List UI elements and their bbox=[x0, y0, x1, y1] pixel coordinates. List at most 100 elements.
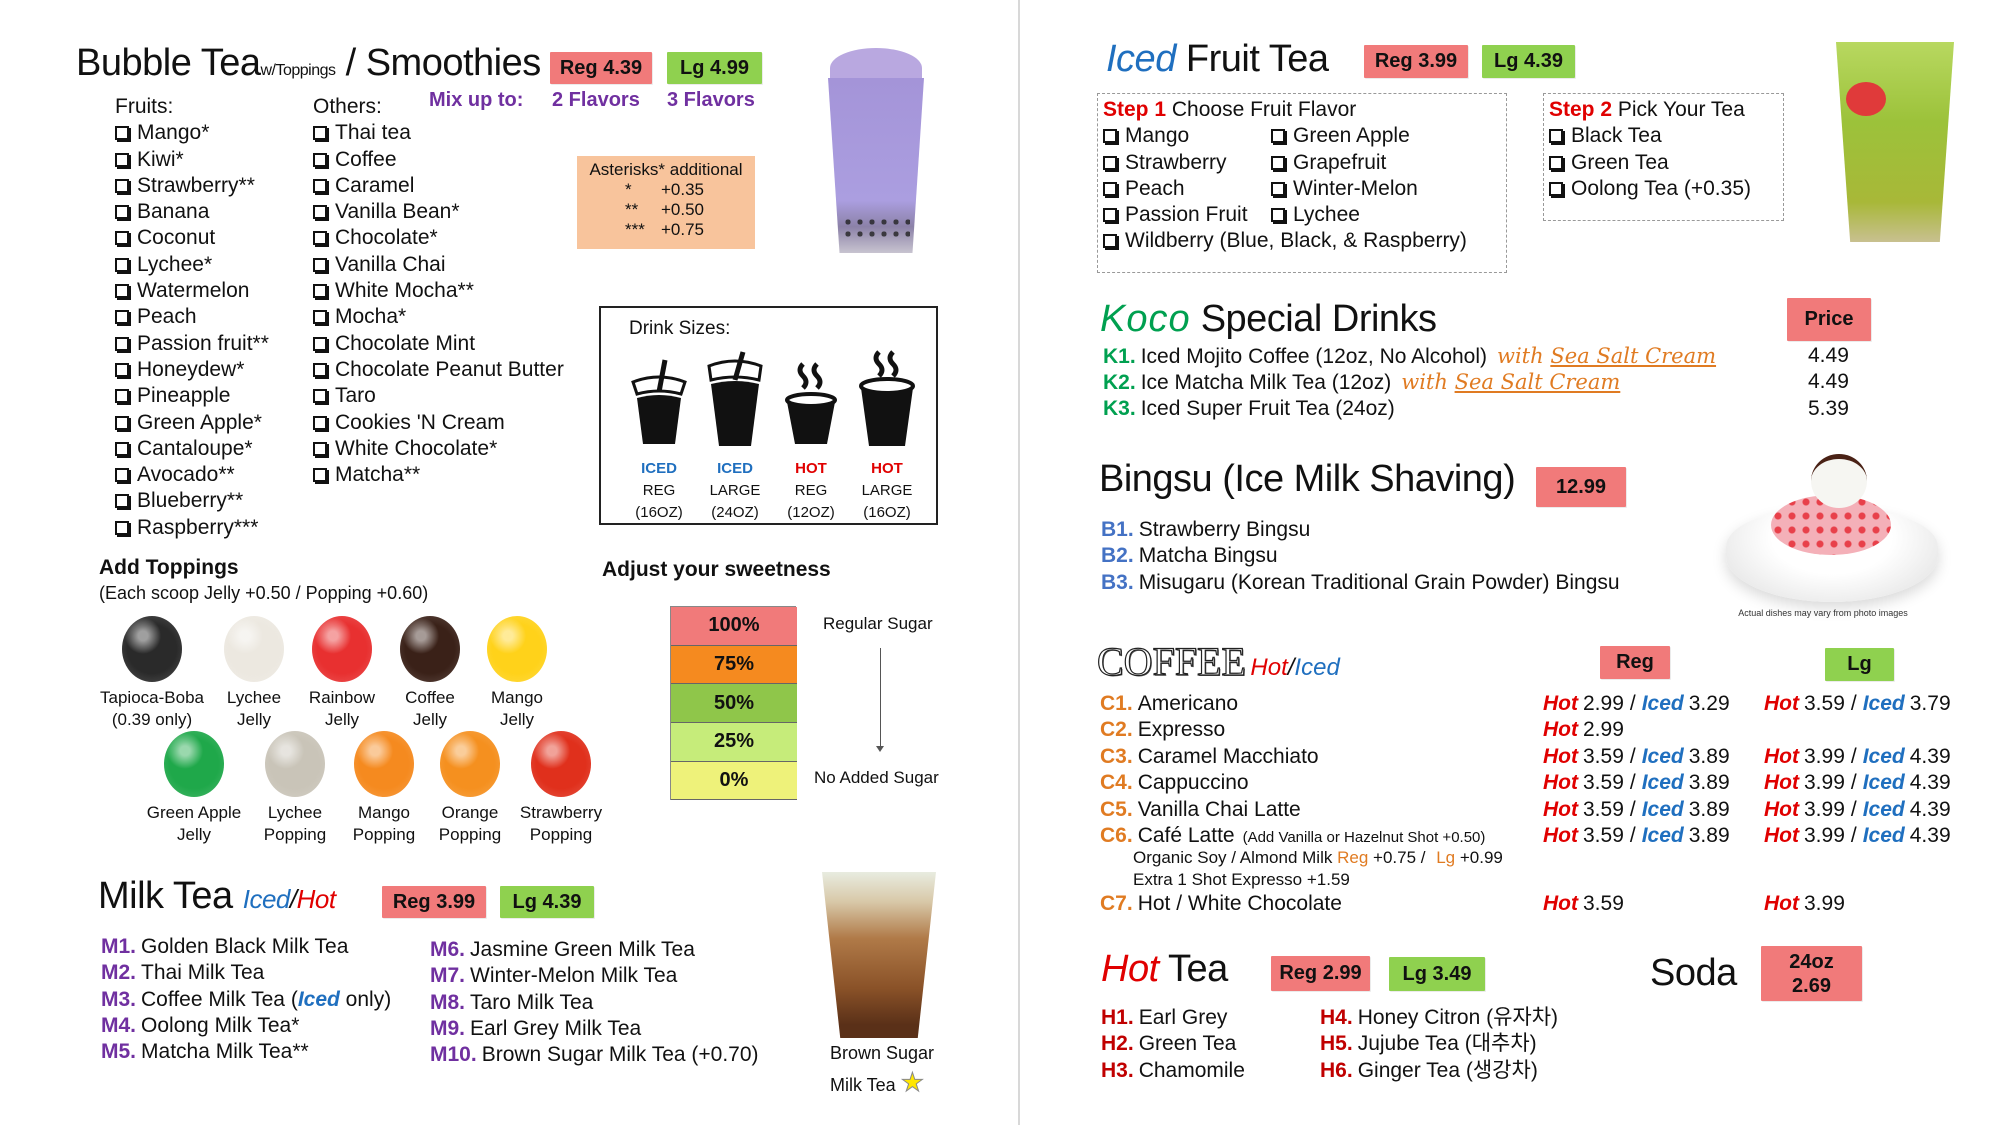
fruit-option[interactable]: Passion fruit** bbox=[115, 331, 269, 357]
fruit-option[interactable]: Honeydew* bbox=[115, 357, 269, 383]
other-flavor-option[interactable]: Mocha* bbox=[313, 304, 564, 330]
fruit-option[interactable]: Cantaloupe* bbox=[115, 436, 269, 462]
checkbox-icon[interactable] bbox=[313, 336, 327, 351]
checkbox-icon[interactable] bbox=[115, 468, 129, 483]
checkbox-icon[interactable] bbox=[313, 362, 327, 377]
checkbox-icon[interactable] bbox=[313, 178, 327, 193]
checkbox-icon[interactable] bbox=[313, 231, 327, 246]
checkbox-icon[interactable] bbox=[313, 310, 327, 325]
other-flavor-option[interactable]: Chocolate Peanut Butter bbox=[313, 357, 564, 383]
checkbox-icon[interactable] bbox=[115, 441, 129, 456]
tea-base-option[interactable]: Oolong Tea (+0.35) bbox=[1549, 176, 1751, 202]
other-flavor-option[interactable]: White Chocolate* bbox=[313, 436, 564, 462]
fruit-option[interactable]: Strawberry** bbox=[115, 173, 269, 199]
fruit-flavor-option[interactable]: Green Apple bbox=[1271, 123, 1418, 149]
checkbox-icon[interactable] bbox=[1271, 208, 1285, 223]
checkbox-icon[interactable] bbox=[313, 468, 327, 483]
fruit-flavor-option[interactable]: Peach bbox=[1103, 176, 1271, 202]
checkbox-icon[interactable] bbox=[1103, 181, 1117, 196]
sweetness-level[interactable]: 0% bbox=[671, 761, 797, 801]
fruit-option[interactable]: Coconut bbox=[115, 225, 269, 251]
checkbox-icon[interactable] bbox=[115, 152, 129, 167]
fruit-option[interactable]: Avocado** bbox=[115, 462, 269, 488]
checkbox-icon[interactable] bbox=[115, 205, 129, 220]
checkbox-icon[interactable] bbox=[115, 178, 129, 193]
tea-base-option[interactable]: Green Tea bbox=[1549, 150, 1751, 176]
checkbox-icon[interactable] bbox=[115, 284, 129, 299]
checkbox-icon[interactable] bbox=[313, 284, 327, 299]
checkbox-icon[interactable] bbox=[313, 257, 327, 272]
other-flavor-option[interactable]: Cookies 'N Cream bbox=[313, 410, 564, 436]
checkbox-icon[interactable] bbox=[1271, 155, 1285, 170]
checkbox-icon[interactable] bbox=[115, 362, 129, 377]
fruit-option[interactable]: Raspberry*** bbox=[115, 515, 269, 541]
other-flavor-option[interactable]: Matcha** bbox=[313, 462, 564, 488]
checkbox-icon[interactable] bbox=[115, 494, 129, 509]
sweetness-level[interactable]: 100% bbox=[671, 607, 797, 646]
fruit-option[interactable]: Pineapple bbox=[115, 383, 269, 409]
fruit-flavor-option[interactable]: Grapefruit bbox=[1271, 150, 1418, 176]
fruit-flavor-option[interactable]: Lychee bbox=[1271, 202, 1418, 228]
other-flavor-option[interactable]: Caramel bbox=[313, 173, 564, 199]
other-flavor-option[interactable]: Thai tea bbox=[313, 120, 564, 146]
fruit-flavor-option[interactable]: Mango bbox=[1103, 123, 1271, 149]
cup-size-0: ICED REG (16OZ) bbox=[621, 358, 697, 521]
mix-lg: 3 Flavors bbox=[667, 89, 755, 111]
checkbox-icon[interactable] bbox=[1103, 129, 1117, 144]
other-flavor-option[interactable]: Chocolate Mint bbox=[313, 331, 564, 357]
other-flavor-option[interactable]: Taro bbox=[313, 383, 564, 409]
fruit-option[interactable]: Green Apple* bbox=[115, 410, 269, 436]
sweetness-level[interactable]: 25% bbox=[671, 723, 797, 762]
other-flavor-option[interactable]: Vanilla Chai bbox=[313, 252, 564, 278]
iced-price: 3.89 bbox=[1688, 798, 1730, 821]
drink-sizes-title: Drink Sizes: bbox=[629, 318, 731, 339]
other-flavor-option[interactable]: Chocolate* bbox=[313, 225, 564, 251]
sweetness-level[interactable]: 75% bbox=[671, 645, 797, 685]
fruit-flavor-option[interactable]: Passion Fruit bbox=[1103, 202, 1271, 228]
checkbox-icon[interactable] bbox=[115, 389, 129, 404]
fruit-flavor-option[interactable]: Strawberry bbox=[1103, 150, 1271, 176]
checkbox-icon[interactable] bbox=[313, 441, 327, 456]
tea-base-option[interactable]: Black Tea bbox=[1549, 123, 1751, 149]
iced-label: Iced bbox=[297, 987, 340, 1011]
topping-name: Strawberry bbox=[519, 803, 603, 822]
checkbox-icon[interactable] bbox=[1271, 129, 1285, 144]
fruit-option[interactable]: Blueberry** bbox=[115, 488, 269, 514]
item-code: C3. bbox=[1100, 745, 1133, 768]
checkbox-icon[interactable] bbox=[115, 520, 129, 535]
checkbox-icon[interactable] bbox=[313, 205, 327, 220]
checkbox-icon[interactable] bbox=[1271, 181, 1285, 196]
koco-title: Koco Special Drinks bbox=[1100, 298, 1437, 341]
checkbox-icon[interactable] bbox=[115, 310, 129, 325]
sweetness-level[interactable]: 50% bbox=[671, 684, 797, 724]
checkbox-icon[interactable] bbox=[313, 389, 327, 404]
other-flavor-option[interactable]: Vanilla Bean* bbox=[313, 199, 564, 225]
fruit-option[interactable]: Lychee* bbox=[115, 252, 269, 278]
checkbox-icon[interactable] bbox=[115, 336, 129, 351]
fruit-flavor-option[interactable]: Winter-Melon bbox=[1271, 176, 1418, 202]
milk-tea-item: M7. Winter-Melon Milk Tea bbox=[430, 963, 759, 989]
fruit-option[interactable]: Banana bbox=[115, 199, 269, 225]
fruit-option[interactable]: Kiwi* bbox=[115, 147, 269, 173]
checkbox-icon[interactable] bbox=[1103, 155, 1117, 170]
checkbox-icon[interactable] bbox=[313, 152, 327, 167]
fruit-option[interactable]: Peach bbox=[115, 304, 269, 330]
checkbox-icon[interactable] bbox=[115, 126, 129, 141]
checkbox-icon[interactable] bbox=[1103, 234, 1117, 249]
checkbox-icon[interactable] bbox=[1103, 208, 1117, 223]
other-flavor-option[interactable]: Coffee bbox=[313, 147, 564, 173]
checkbox-icon[interactable] bbox=[313, 126, 327, 141]
checkbox-icon[interactable] bbox=[115, 415, 129, 430]
topping-note: Jelly bbox=[499, 710, 534, 729]
checkbox-icon[interactable] bbox=[115, 257, 129, 272]
step1-option-wildberry[interactable]: Wildberry (Blue, Black, & Raspberry) bbox=[1103, 228, 1467, 254]
checkbox-icon[interactable] bbox=[1549, 129, 1563, 144]
checkbox-icon[interactable] bbox=[313, 415, 327, 430]
checkbox-icon[interactable] bbox=[1549, 155, 1563, 170]
fruit-option[interactable]: Watermelon bbox=[115, 278, 269, 304]
checkbox-icon[interactable] bbox=[1549, 181, 1563, 196]
checkbox-icon[interactable] bbox=[115, 231, 129, 246]
fruit-option[interactable]: Mango* bbox=[115, 120, 269, 146]
other-flavor-option[interactable]: White Mocha** bbox=[313, 278, 564, 304]
option-label: Raspberry*** bbox=[137, 515, 259, 539]
